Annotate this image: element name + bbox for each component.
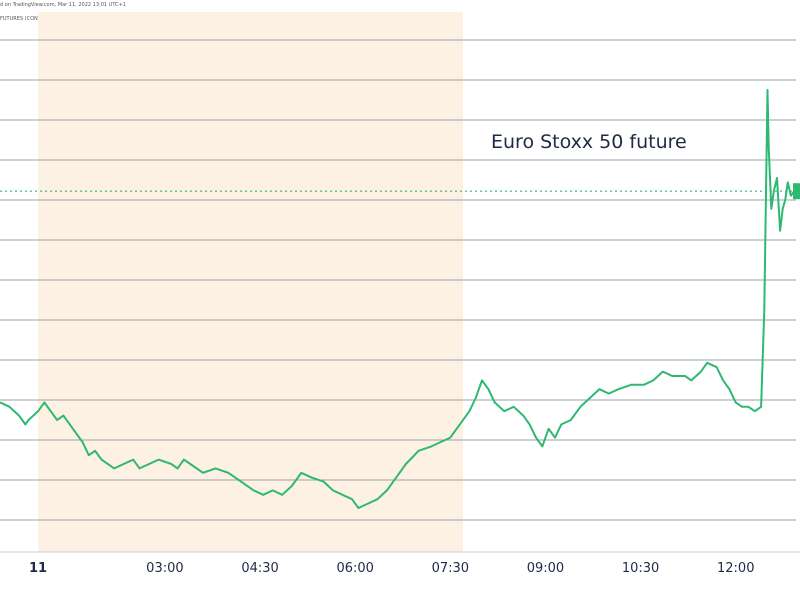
x-tick-label: 11: [29, 561, 47, 576]
x-tick-label: 06:00: [336, 561, 373, 576]
x-tick-label: 03:00: [146, 561, 183, 576]
last-price-marker[interactable]: [793, 183, 800, 200]
x-axis-ticks: 11 03:00 04:30 06:00 07:30 09:00 10:30 12:00: [29, 561, 754, 576]
chart-annotation: Euro Stoxx 50 future: [491, 131, 687, 153]
price-series-line: [0, 89, 795, 509]
x-tick-label: 07:30: [432, 561, 469, 576]
x-tick-label: 04:30: [241, 561, 278, 576]
horizontal-gridlines: [0, 39, 796, 521]
x-tick-label: 10:30: [622, 561, 659, 576]
chart-credit: d on TradingView.com, Mar 11, 2022 13:01…: [0, 2, 126, 8]
session-shade: [38, 12, 464, 552]
x-tick-label: 12:00: [717, 561, 754, 576]
x-tick-label: 09:00: [527, 561, 564, 576]
